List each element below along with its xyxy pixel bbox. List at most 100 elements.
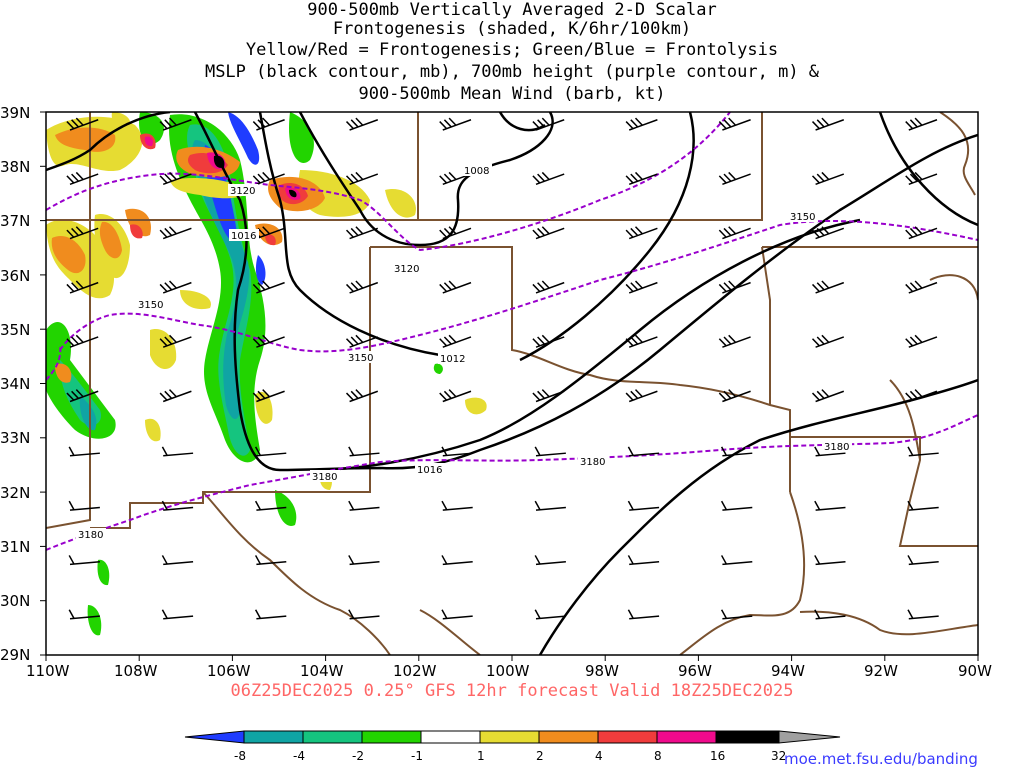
- wind-barb: [534, 609, 566, 620]
- wind-barb: [718, 171, 751, 186]
- wind-barb: [439, 117, 472, 131]
- contour-labels: 1008 1016 1012 1016 3120 3120 3150 3150 …: [76, 164, 852, 541]
- wind-barb: [161, 609, 194, 620]
- wind-barb: [439, 226, 472, 240]
- colorbar-label-3: -1: [411, 749, 423, 763]
- lon-label-96w: 96W: [678, 662, 712, 680]
- wind-barb: [811, 280, 845, 294]
- wind-barb: [718, 226, 751, 240]
- wind-barb: [811, 117, 845, 131]
- wind-barb: [66, 334, 99, 348]
- wind-barb: [532, 117, 565, 131]
- colorbar-label-8: 16: [710, 749, 725, 763]
- wind-barb: [814, 609, 846, 620]
- wind-barb: [254, 555, 287, 566]
- colorbar-swatch-8: [656, 730, 717, 744]
- longitude-labels: 110W 108W 106W 104W 102W 100W 98W 96W 94…: [26, 662, 992, 680]
- wind-barb: [161, 446, 194, 457]
- wind-barb: [254, 446, 287, 457]
- title-line-2: Frontogenesis (shaded, K/6hr/100km): [332, 19, 692, 39]
- wind-barb: [348, 446, 380, 457]
- colorbar: -8 -4 -2 -1 1 2 4 8 16 32: [184, 730, 841, 763]
- mslp-label-1016-south: 1016: [417, 465, 442, 476]
- wind-barb: [625, 171, 658, 186]
- mslp-label-1012: 1012: [440, 354, 465, 365]
- lon-label-106w: 106W: [207, 662, 251, 680]
- lat-label-35n: 35N: [0, 321, 30, 339]
- height-label-3120-north: 3120: [230, 186, 255, 197]
- colorbar-swatch-7: [597, 730, 658, 744]
- wind-barb: [159, 389, 192, 403]
- wind-barb: [718, 117, 751, 131]
- wind-barb: [66, 226, 99, 240]
- lat-label-37n: 37N: [0, 212, 30, 230]
- wind-barb: [252, 280, 285, 294]
- colorbar-label-7: 8: [654, 749, 662, 763]
- title-line-1: 900-500mb Vertically Averaged 2-D Scalar: [307, 0, 717, 20]
- colorbar-label-5: 2: [536, 749, 544, 763]
- height-label-3180-central: 3180: [580, 457, 605, 468]
- wind-barb: [532, 280, 565, 294]
- wind-barb: [441, 446, 473, 457]
- wind-barb: [720, 609, 753, 620]
- wind-barb: [625, 334, 658, 348]
- wind-barb: [532, 389, 565, 403]
- height-label-3180-west: 3180: [312, 472, 337, 483]
- colorbar-swatch-4: [420, 730, 481, 744]
- wind-barb: [532, 171, 565, 186]
- wind-barb: [907, 500, 939, 511]
- wind-barb: [625, 389, 658, 403]
- valid-time-caption: 06Z25DEC2025 0.25° GFS 12hr forecast Val…: [230, 681, 794, 701]
- wind-barb: [252, 389, 285, 403]
- wind-barb: [532, 334, 565, 348]
- wind-barb: [348, 500, 380, 511]
- wind-barb: [814, 500, 846, 511]
- wind-barb: [66, 280, 99, 294]
- height-label-3180-east: 3180: [824, 442, 849, 453]
- wind-barb: [627, 555, 660, 566]
- wind-barb: [905, 226, 938, 240]
- lon-label-94w: 94W: [771, 662, 805, 680]
- title-line-4: MSLP (black contour, mb), 700mb height (…: [204, 62, 820, 82]
- wind-barb: [68, 609, 100, 620]
- wind-barb: [68, 446, 100, 457]
- wind-barb: [905, 280, 938, 294]
- wind-barb: [348, 609, 380, 620]
- colorbar-swatch-2: [302, 730, 363, 744]
- wind-barb: [345, 334, 379, 348]
- colorbar-label-4: 1: [477, 749, 485, 763]
- axis-ticks: [40, 111, 979, 661]
- lon-label-98w: 98W: [585, 662, 619, 680]
- wind-barb: [345, 117, 379, 131]
- wind-barb: [159, 280, 192, 294]
- colorbar-label-1: -4: [293, 749, 305, 763]
- lon-label-90w: 90W: [958, 662, 992, 680]
- wind-barb: [66, 117, 99, 131]
- wind-barb: [345, 171, 379, 186]
- lat-label-32n: 32N: [0, 484, 30, 502]
- lat-label-38n: 38N: [0, 158, 30, 176]
- wind-barb: [718, 334, 751, 348]
- colorbar-label-6: 4: [595, 749, 603, 763]
- wind-barb: [66, 389, 99, 403]
- lon-label-102w: 102W: [393, 662, 437, 680]
- wind-barb: [720, 500, 753, 511]
- wind-barb: [720, 446, 753, 457]
- wind-barb: [159, 226, 192, 240]
- credit-link[interactable]: moe.met.fsu.edu/banding: [784, 750, 978, 768]
- wind-barb: [345, 280, 379, 294]
- colorbar-swatch-6: [538, 730, 599, 744]
- wind-barb: [252, 117, 285, 131]
- map-frame: [45, 111, 979, 656]
- wind-barb: [252, 171, 285, 186]
- wind-barb: [439, 389, 472, 403]
- wind-barb: [161, 500, 194, 511]
- title-line-3: Yellow/Red = Frontogenesis; Green/Blue =…: [245, 40, 779, 60]
- wind-barb: [905, 334, 938, 348]
- wind-barb: [720, 555, 753, 566]
- wind-barb: [532, 226, 565, 240]
- lat-label-31n: 31N: [0, 538, 30, 556]
- wind-barb: [907, 609, 939, 620]
- mslp-contours: [46, 112, 978, 655]
- wind-barb: [627, 446, 660, 457]
